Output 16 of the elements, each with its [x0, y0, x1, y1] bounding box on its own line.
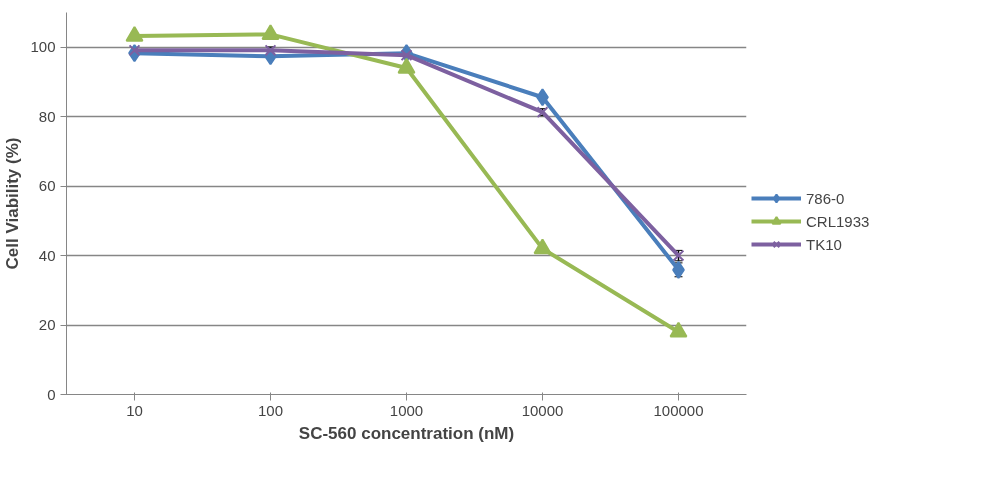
legend-label: TK10 [806, 235, 842, 253]
y-tick-label: 80 [38, 107, 56, 125]
x-tick-label: 100000 [653, 401, 704, 419]
y-axis-title: Cell Viability (%) [3, 137, 23, 270]
y-tick-label: 60 [38, 177, 56, 195]
y-tick-label: 0 [47, 385, 56, 403]
x-tick-label: 10 [126, 401, 143, 419]
x-axis-title: SC-560 concentration (nM) [298, 423, 515, 443]
y-tick-label: 40 [38, 246, 56, 264]
y-tick-label: 20 [38, 316, 56, 334]
legend-label: CRL1933 [806, 212, 870, 230]
legend-label: 786-0 [806, 189, 845, 207]
x-tick-label: 1000 [389, 401, 424, 419]
y-tick-label: 100 [30, 38, 56, 56]
x-tick-label: 100 [257, 401, 284, 419]
x-tick-label: 10000 [521, 401, 564, 419]
